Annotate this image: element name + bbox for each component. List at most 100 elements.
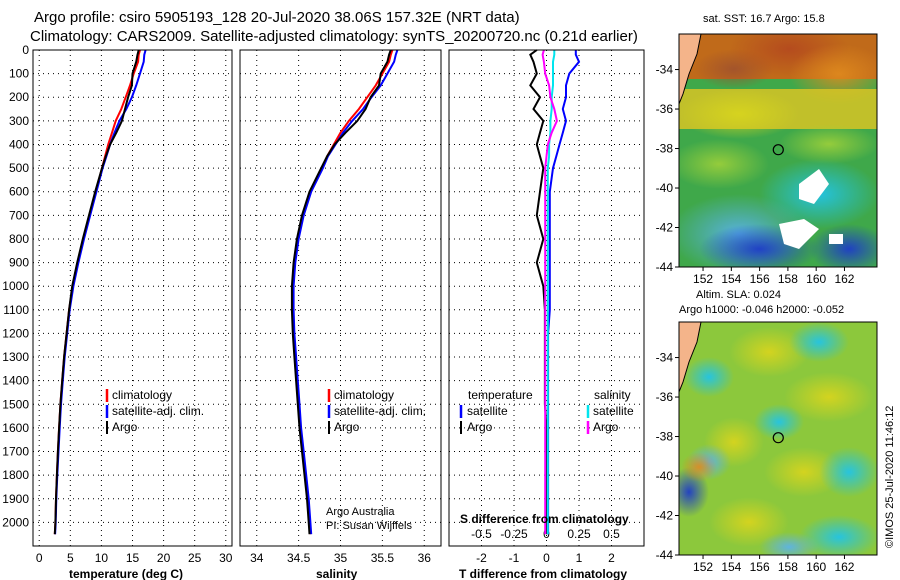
depth-tick-label: 500 [9,161,29,175]
salinity-series [290,49,399,535]
map-x-tick-label: 162 [834,560,854,574]
legend-label-satellite: satellite-adj. clim. [334,404,426,418]
map-x-tick-label: 162 [834,272,854,286]
x-tick-label: 2 [608,551,615,565]
depth-tick-label: 300 [9,114,29,128]
legend-label-climatology: climatology [334,388,394,402]
map-x-tick-label: 158 [778,272,798,286]
x-tick-label: 0 [36,551,43,565]
legend-label-satellite-t: satellite [467,404,508,418]
depth-tick-label: 1000 [2,279,29,293]
series-line-climatology [53,49,141,535]
salinity-xlabel: salinity [316,567,358,580]
depth-tick-label: 900 [9,256,29,270]
map-y-tick-label: -40 [656,181,674,195]
map-x-tick-label: 154 [721,272,741,286]
x-tick-label: 35.5 [371,551,395,565]
salinity-x-tick-labels: 34 34.5 35 35.5 36 [250,551,431,565]
s-difference-xlabel: S difference from climatology [460,512,629,526]
map-y-tick-label: -38 [656,430,674,444]
depth-tick-label: 1400 [2,374,29,388]
t-difference-xlabel: T difference from climatology [459,567,627,580]
figure-title-line1: Argo profile: csiro 5905193_128 20-Jul-2… [34,9,520,26]
depth-tick-label: 1200 [2,326,29,340]
figure-title-line2: Climatology: CARS2009. Satellite-adjuste… [30,28,638,45]
x-top-tick-label: 0.25 [567,527,591,541]
argo-location-marker [772,432,784,444]
difference-legend: temperature salinity satellite Argo sate… [459,388,634,434]
map-y-tick-label: -34 [656,351,674,365]
x-tick-label: -1 [509,551,520,565]
legend-title-salinity: salinity [594,388,631,402]
sst-map-frame [678,33,878,268]
depth-tick-label: 800 [9,232,29,246]
x-top-tick-label: -0.25 [500,527,528,541]
temperature-grid [33,49,232,546]
x-top-tick-label: -0.5 [471,527,492,541]
x-tick-label: 30 [219,551,233,565]
depth-tick-label: 400 [9,137,29,151]
temperature-axes-frame [32,49,233,547]
depth-tick-label: 1900 [2,492,29,506]
depth-tick-label: 600 [9,185,29,199]
depth-tick-label: 1100 [3,303,29,317]
temperature-x-tick-labels: 0 5 10 15 20 25 30 [36,551,233,565]
salinity-grid [240,49,441,546]
map-y-tick-label: -36 [656,102,674,116]
map-x-tick-label: 154 [721,560,741,574]
series-line-argo-s-diff [541,49,558,535]
depth-tick-label: 1800 [2,468,29,482]
temperature-panel: 0 100 200 300 400 500 600 700 800 900 1000 1100 1200… [2,43,232,580]
series-line-argo [53,49,140,535]
depth-tick-label: 700 [9,208,29,222]
sla-map-tick-labels: 152 154 156 158 160 162 -34 -36 -38 -40 -42 -44 [656,351,855,574]
x-tick-label: 15 [126,551,140,565]
difference-panel: -2 -1 0 1 2-0.5 -0.25 0 0.25 0.5 S difference fr… [448,49,645,580]
temperature-series [53,49,147,535]
salinity-axes-frame [239,49,442,547]
depth-tick-label: 1600 [2,421,29,435]
series-line-argo-t-diff [529,49,548,535]
series-line-argo [290,49,392,535]
x-top-tick-label: 0.5 [603,527,620,541]
annotation-argo-australia: Argo Australia [326,506,395,518]
series-line-climatology [291,49,394,535]
x-tick-label: 10 [95,551,109,565]
map-y-tick-label: -44 [656,548,674,562]
x-tick-label: 35 [334,551,348,565]
difference-series [529,49,581,535]
legend-label-satellite-s: satellite [593,404,634,418]
sla-map-frame [678,321,878,556]
depth-tick-label: 100 [9,67,29,81]
series-line-satellite-adj-clim- [292,49,399,535]
series-line-satellite-t-diff [547,50,581,535]
depth-tick-label: 200 [9,90,29,104]
map-y-tick-label: -44 [656,260,674,274]
x-tick-label: 5 [67,551,74,565]
difference-x-tick-labels: -2 -1 0 1 2-0.5 -0.25 0 0.25 0.5 [471,527,620,565]
map-x-tick-label: 152 [693,272,713,286]
x-tick-label: 25 [188,551,202,565]
legend-title-temperature: temperature [468,388,533,402]
sla-map-title: Altim. SLA: 0.024 [696,289,781,301]
map-x-tick-label: 156 [750,560,770,574]
sla-map-subtitle: Argo h1000: -0.046 h2000: -0.052 [679,304,844,316]
sla-map-canvas [679,322,877,555]
x-tick-label: -2 [476,551,487,565]
map-x-tick-label: 156 [750,272,770,286]
depth-tick-labels: 0 100 200 300 400 500 600 700 800 900 1000 1100 1200… [2,43,29,529]
map-y-tick-label: -42 [656,221,674,235]
salinity-panel: 34 34.5 35 35.5 36 salinity climatology sate… [239,49,442,580]
sst-map-canvas [679,34,877,267]
legend-label-satellite: satellite-adj. clim. [112,404,204,418]
map-x-tick-label: 160 [806,272,826,286]
x-tick-label: 34.5 [287,551,311,565]
map-y-tick-label: -34 [656,63,674,77]
depth-tick-label: 1500 [2,397,29,411]
x-tick-label: 1 [576,551,583,565]
legend-label-argo: Argo [334,420,360,434]
depth-tick-label: 2000 [2,515,29,529]
depth-tick-label: 1700 [2,445,29,459]
map-y-tick-label: -40 [656,469,674,483]
